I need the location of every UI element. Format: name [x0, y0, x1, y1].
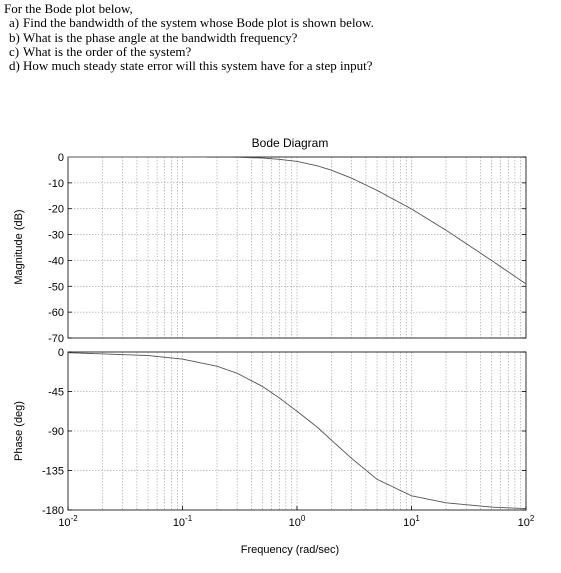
magnitude-y-label: Magnitude (dB) [13, 209, 25, 284]
phase-tick-label: -135 [42, 466, 64, 478]
phase-tick-label: 0 [58, 347, 64, 359]
magnitude-tick-label: -50 [48, 281, 64, 293]
phase-axis-ticks [67, 351, 527, 511]
question-text: What is the phase angle at the bandwidth… [23, 29, 298, 45]
question-text: How much steady state error will this sy… [23, 58, 373, 74]
question-letter: a) [9, 15, 20, 31]
x-axis-label: Frequency (rad/sec) [241, 544, 339, 556]
magnitude-tick-label: -40 [48, 255, 64, 267]
phase-y-label: Phase (deg) [13, 401, 25, 461]
question-letter: b) [9, 29, 20, 45]
phase-tick-labels: 0 -45 -90 -135 -180 [42, 347, 64, 517]
question-letter: d) [9, 58, 20, 74]
x-tick-label: 10-1 [173, 514, 193, 529]
phase-tick-label: -90 [48, 426, 64, 438]
x-tick-label: 10-2 [58, 514, 78, 529]
magnitude-tick-label: -10 [48, 178, 64, 190]
question-c: c) What is the order of the system? [4, 43, 557, 59]
x-tick-labels: 10-2 10-1 100 101 102 [58, 514, 535, 529]
question-text: What is the order of the system? [23, 43, 192, 59]
magnitude-curve [68, 156, 527, 285]
x-tick-label: 100 [289, 514, 306, 529]
chart-title: Bode Diagram [252, 136, 329, 150]
question-text: Find the bandwidth of the system whose B… [23, 15, 374, 31]
magnitude-tick-label: 0 [58, 152, 64, 164]
question-d: d) How much steady state error will this … [4, 58, 557, 74]
magnitude-tick-labels: 0 -10 -20 -30 -40 -50 -60 -70 [48, 152, 64, 345]
magnitude-tick-label: -30 [48, 230, 64, 242]
x-tick-label: 102 [518, 514, 535, 529]
phase-tick-label: -45 [48, 387, 64, 399]
question-b: b) What is the phase angle at the bandwid… [4, 29, 557, 45]
question-a: a) Find the bandwidth of the system whose… [4, 15, 557, 31]
question-letter: c) [9, 43, 20, 59]
problem-intro: For the Bode plot below, [4, 1, 133, 16]
magnitude-plot-frame [67, 156, 527, 339]
x-tick-label: 101 [403, 514, 420, 529]
magnitude-grid [68, 157, 526, 338]
magnitude-tick-label: -60 [48, 307, 64, 319]
phase-grid [68, 352, 526, 510]
problem-text: For the Bode plot below, a) Find the band… [4, 1, 557, 74]
phase-curve [67, 352, 527, 510]
phase-tick-label: -180 [42, 505, 64, 517]
magnitude-tick-label: -20 [48, 204, 64, 216]
magnitude-tick-label: -70 [48, 333, 64, 345]
